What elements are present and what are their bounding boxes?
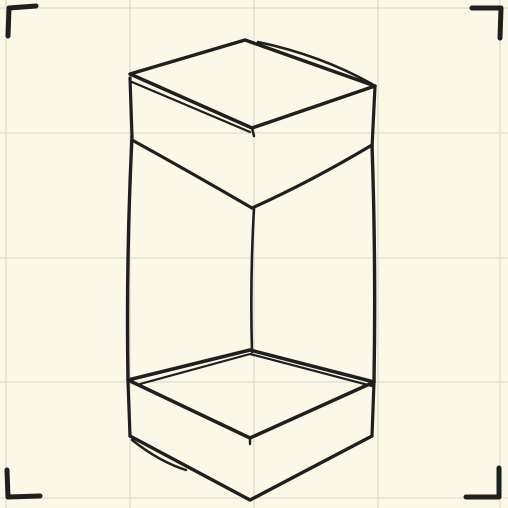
corner-mark-bottom-right	[463, 465, 502, 500]
top-band-left	[128, 76, 134, 138]
top-band-lower-left	[130, 138, 254, 210]
corner-marks	[4, 3, 504, 500]
bottom-face-top	[126, 348, 376, 440]
cuboid-sketch	[125, 38, 377, 502]
corner-mark-bottom-left	[4, 467, 43, 500]
bottom-band-left	[126, 380, 132, 438]
left-edge	[125, 134, 134, 382]
top-face	[128, 38, 377, 130]
top-band-lower-right	[250, 143, 374, 210]
corner-mark-top-left	[5, 3, 39, 39]
right-edge	[370, 143, 377, 384]
center-edge	[250, 206, 256, 354]
top-band-center	[250, 126, 256, 138]
top-band-right	[370, 84, 377, 150]
bottom-band-right	[370, 380, 376, 438]
corner-mark-top-right	[469, 5, 504, 41]
bottom-base	[128, 434, 374, 502]
